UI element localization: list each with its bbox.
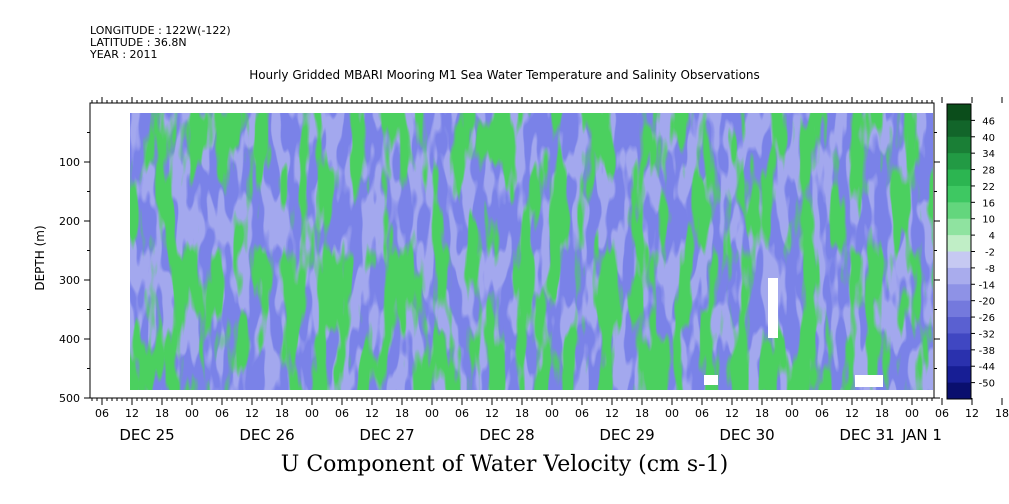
x-axis-label: U Component of Water Velocity (cm s-1): [280, 452, 729, 477]
y-tick-label: 500: [59, 392, 80, 405]
x-tick-label: 00: [545, 407, 559, 420]
x-day-label: DEC 25: [119, 426, 174, 444]
colorbar-segment: [947, 267, 971, 285]
colorbar-label: 22: [982, 182, 995, 193]
x-tick-label: 00: [905, 407, 919, 420]
x-tick-label: 00: [305, 407, 319, 420]
x-tick-label: 18: [275, 407, 289, 420]
y-tick-label: 200: [59, 215, 80, 228]
x-tick-label: 12: [965, 407, 979, 420]
colorbar-label: -14: [979, 280, 995, 291]
x-tick-label: 06: [575, 407, 589, 420]
colorbar-label: -44: [979, 362, 995, 373]
x-tick-label: 18: [395, 407, 409, 420]
colorbar-segment: [947, 349, 971, 367]
colorbar-label: 10: [982, 215, 995, 226]
x-tick-label: 06: [215, 407, 229, 420]
velocity-field: [130, 113, 933, 390]
x-day-label: DEC 28: [479, 426, 534, 444]
x-day-label: DEC 29: [599, 426, 654, 444]
colorbar-segment: [947, 120, 971, 138]
colorbar-segment: [947, 104, 971, 121]
colorbar-label: 46: [982, 116, 995, 127]
colorbar: 46 40 34 28 22 16 10 4 -2 -8 -14 -20 -26 -32 -38 -44 -50: [946, 103, 995, 400]
colorbar-label: 40: [982, 133, 995, 144]
colorbar-segment: [947, 251, 971, 269]
colorbar-segment: [947, 284, 971, 302]
colorbar-label: 28: [982, 166, 995, 177]
colorbar-label: -50: [979, 379, 995, 390]
x-tick-label: 12: [245, 407, 259, 420]
colorbar-label: -32: [979, 329, 995, 340]
x-tick-label: 18: [755, 407, 769, 420]
colorbar-segment: [947, 202, 971, 220]
y-tick-label: 400: [59, 333, 80, 346]
x-day-label: JAN 1: [901, 426, 942, 444]
colorbar-label: -38: [979, 346, 995, 357]
x-day-label: DEC 30: [719, 426, 774, 444]
colorbar-segment: [947, 218, 971, 236]
colorbar-segment: [947, 169, 971, 187]
colorbar-label: -26: [979, 313, 995, 324]
missing-data-1: [704, 375, 718, 385]
missing-data-0: [768, 278, 778, 338]
year-label: YEAR : 2011: [90, 48, 158, 61]
x-tick-label: 06: [95, 407, 109, 420]
field-green: [130, 113, 933, 390]
colorbar-segment: [947, 185, 971, 203]
x-tick-label: 12: [485, 407, 499, 420]
x-tick-label: 06: [455, 407, 469, 420]
x-tick-label: 00: [665, 407, 679, 420]
y-axis-label: DEPTH (m): [33, 225, 47, 290]
x-tick-label: 00: [785, 407, 799, 420]
latitude-label: LATITUDE : 36.8N: [90, 36, 187, 49]
colorbar-segment: [947, 333, 971, 351]
y-tick-label: 300: [59, 274, 80, 287]
x-tick-label: 06: [335, 407, 349, 420]
x-tick-label: 12: [845, 407, 859, 420]
x-tick-label: 12: [365, 407, 379, 420]
x-tick-label: 18: [635, 407, 649, 420]
colorbar-segment: [947, 153, 971, 171]
colorbar-label: -20: [979, 297, 995, 308]
colorbar-label: -2: [985, 248, 995, 259]
x-tick-label: 06: [815, 407, 829, 420]
colorbar-label: 16: [982, 198, 995, 209]
missing-data-2: [855, 375, 883, 387]
colorbar-label: 34: [982, 149, 995, 160]
x-tick-label: 00: [185, 407, 199, 420]
chart-title: Hourly Gridded MBARI Mooring M1 Sea Wate…: [249, 68, 760, 82]
colorbar-segment: [947, 382, 971, 400]
x-tick-label: 12: [125, 407, 139, 420]
x-day-label: DEC 26: [239, 426, 294, 444]
x-tick-label: 12: [725, 407, 739, 420]
colorbar-segment: [947, 317, 971, 334]
colorbar-label: 4: [989, 231, 995, 242]
colorbar-segment: [947, 366, 971, 384]
x-tick-label: 18: [995, 407, 1009, 420]
y-tick-label: 100: [59, 156, 80, 169]
colorbar-segment: [947, 235, 971, 252]
x-day-label: DEC 27: [359, 426, 414, 444]
x-tick-label: 18: [155, 407, 169, 420]
x-tick-label: 18: [515, 407, 529, 420]
x-tick-label: 18: [875, 407, 889, 420]
x-tick-label: 06: [935, 407, 949, 420]
colorbar-segment: [947, 136, 971, 154]
x-tick-label: 00: [425, 407, 439, 420]
x-day-label: DEC 31: [839, 426, 894, 444]
x-tick-label: 06: [695, 407, 709, 420]
colorbar-label: -8: [985, 264, 995, 275]
x-tick-label: 12: [605, 407, 619, 420]
colorbar-segment: [947, 300, 971, 318]
longitude-label: LONGITUDE : 122W(-122): [90, 24, 231, 37]
